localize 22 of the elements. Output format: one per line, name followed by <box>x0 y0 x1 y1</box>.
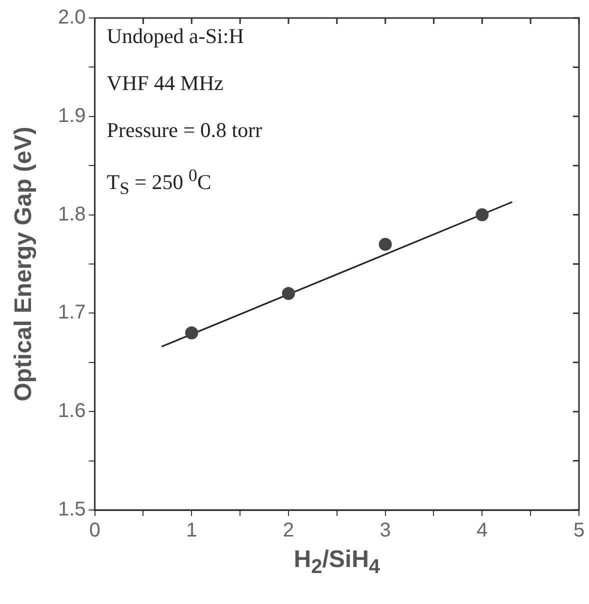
y-axis-title: Optical Energy Gap (eV) <box>10 126 38 402</box>
x-tick-label: 5 <box>573 520 585 542</box>
annotation: Undoped a-Si:H <box>106 24 244 49</box>
x-tick-label: 4 <box>476 520 488 542</box>
point <box>185 326 198 340</box>
annotation: VHF 44 MHz <box>106 71 224 96</box>
y-tick-label: 1.9 <box>58 104 86 127</box>
x-tick-label: 2 <box>282 520 294 542</box>
point <box>476 208 489 222</box>
annotation: Pressure = 0.8 torr <box>106 118 262 143</box>
x-axis-title: H$_{2}$/SiH$_{4}$ <box>294 546 380 579</box>
point <box>282 287 295 300</box>
y-tick-label: 1.7 <box>58 302 86 324</box>
x-tick-label: 1 <box>186 520 198 542</box>
y-tick-label: 1.5 <box>58 498 86 521</box>
annotation: T$_{S}$ = 250 $^{0}$C <box>106 165 212 200</box>
y-tick-label: 1.8 <box>58 203 86 226</box>
point <box>378 238 392 251</box>
y-tick-label: 2.0 <box>58 6 86 29</box>
x-tick-label: 0 <box>89 520 100 542</box>
x-tick-label: 3 <box>380 520 391 542</box>
y-tick-label: 1.6 <box>58 400 86 422</box>
